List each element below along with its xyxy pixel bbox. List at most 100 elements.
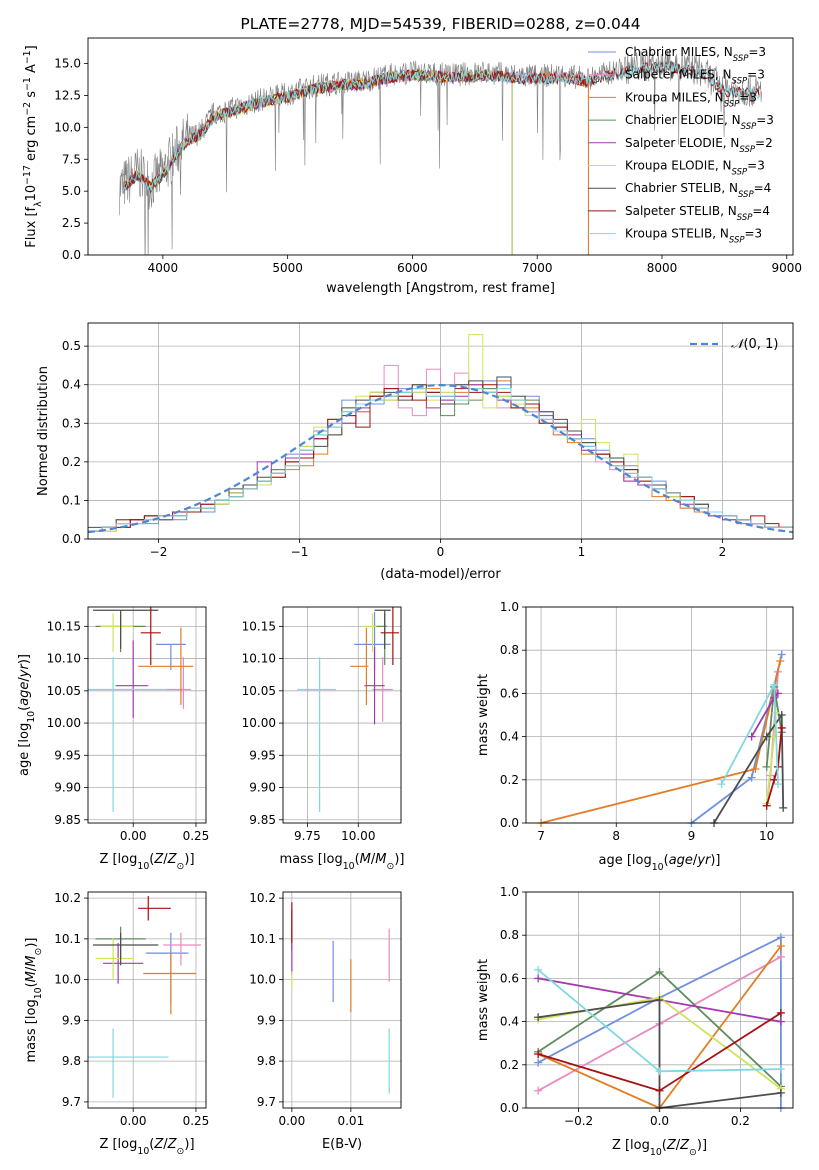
axes-frame [525, 891, 794, 1109]
x-axis-label: mass [log10(M/M⊙)] [280, 852, 405, 872]
weight-marker [655, 996, 664, 1004]
mass_vs_EBV-errorbars [291, 902, 390, 1094]
y-tick-label: 9.9 [62, 1013, 81, 1027]
legend-label: 𝒩(0, 1) [731, 337, 778, 352]
y-tick-label: 10.0 [249, 973, 276, 987]
y-tick-label: 10.10 [242, 652, 276, 666]
y-tick-label: 0.0 [62, 248, 81, 262]
y-tick-label: 10.15 [242, 619, 276, 633]
axes-frame [87, 606, 207, 824]
legend-label: Salpeter ELODIE, NSSP=2 [625, 136, 773, 155]
spectrum-plot [118, 48, 762, 255]
errorbar-kroupa-elodie [362, 613, 377, 653]
legend-label: Kroupa ELODIE, NSSP=3 [625, 159, 765, 178]
model-spectrum-salpeter-stelib [122, 61, 760, 194]
y-tick-label: 9.85 [54, 813, 81, 827]
weight_vs_Z-axes: −0.2 0.0 0.2 0.0 0.2 0.4 0.6 0.8 1.0 [500, 885, 793, 1128]
y-tick-label: 0.2 [500, 1058, 519, 1072]
y-tick-label: 0.3 [62, 416, 81, 430]
legend-label: Salpeter STELIB, NSSP=4 [625, 204, 770, 223]
x-tick-label: 8000 [647, 261, 678, 275]
weight-marker [779, 803, 788, 812]
weight-marker [776, 1008, 785, 1017]
x-tick-label: 5000 [272, 261, 303, 275]
errorbar-chabrier-miles [145, 932, 189, 1003]
legend-label: Chabrier MILES, NSSP=3 [625, 45, 766, 64]
model-spectrum-salpeter-elodie [122, 69, 513, 255]
mass_vs_Z-errorbars [88, 896, 201, 1098]
x-tick-label: 2 [719, 545, 727, 559]
x-tick-label: 0.0 [650, 1114, 669, 1128]
y-axis-label: mass weight [476, 674, 491, 756]
x-tick-label: 7000 [522, 261, 553, 275]
y-tick-label: 10.05 [242, 684, 276, 698]
legend-label: Chabrier ELODIE, NSSP=3 [625, 113, 774, 132]
age_vs_Z-axes: 0.00 0.25 9.85 9.90 9.95 10.00 10.05 10.10 10.15 [47, 607, 209, 843]
y-tick-label: 10.05 [47, 684, 81, 698]
errorbar-kroupa-stelib [297, 657, 336, 813]
y-axis-label: mass weight [476, 959, 491, 1041]
y-tick-label: 0.0 [62, 532, 81, 546]
x-tick-label: 0.00 [120, 829, 147, 843]
x-tick-label: 8 [612, 829, 620, 843]
mass_vs_EBV-axes: 0.00 0.01 9.7 9.8 9.9 10.0 10.1 10.2 [249, 891, 401, 1128]
x-tick-label: 0.01 [337, 1114, 364, 1128]
errorbar-salpeter-stelib [140, 607, 161, 666]
x-tick-label: 0 [437, 545, 445, 559]
errorbar-chabrier-stelib [93, 609, 159, 649]
weight-marker [776, 952, 785, 961]
y-tick-label: 7.5 [62, 152, 81, 166]
errorbar-salpeter-elodie [103, 942, 144, 984]
x-tick-label: 9 [688, 829, 696, 843]
weight-marker [655, 1067, 664, 1076]
x-tick-label: 6000 [397, 261, 428, 275]
y-tick-label: 9.85 [249, 813, 276, 827]
weight-marker [534, 1086, 543, 1095]
weight-marker [776, 657, 785, 665]
x-axis-label: Z [log10(Z/Z⊙)] [612, 1138, 707, 1158]
weight-marker [747, 732, 756, 741]
y-tick-label: 0.2 [62, 455, 81, 469]
weight_vs_age-lines [537, 650, 788, 827]
x-tick-label: 1 [578, 545, 586, 559]
y-tick-label: 0.0 [500, 816, 519, 830]
y-tick-label: 0.4 [62, 378, 81, 392]
x-axis-label: Z [log10(Z/Z⊙)] [99, 1137, 194, 1157]
x-tick-label: 7 [537, 829, 545, 843]
y-axis-label: mass [log10(M/M⊙)] [24, 938, 44, 1063]
weight-marker [751, 765, 760, 773]
y-tick-label: 9.8 [62, 1054, 81, 1068]
x-axis-label: wavelength [Angstrom, rest frame] [326, 281, 555, 296]
x-tick-label: −2 [150, 545, 168, 559]
y-tick-label: 1.0 [500, 600, 519, 614]
y-axis-label: age [log10(age/yr)] [17, 654, 37, 776]
histogram-kroupa-stelib [88, 384, 793, 539]
x-tick-label: 10 [759, 829, 774, 843]
y-tick-label: 9.90 [54, 781, 81, 795]
model-spectrum-kroupa-stelib [122, 60, 760, 194]
errorbar-chabrier-stelib [93, 932, 159, 966]
x-tick-label: 0.2 [731, 1114, 750, 1128]
legend-label: Salpeter MILES, NSSP=3 [625, 68, 765, 87]
axes-frame [87, 37, 794, 256]
y-axis-label: Normed distribution [36, 366, 51, 496]
y-tick-label: 0.6 [500, 971, 519, 985]
x-axis-label: Z [log10(Z/Z⊙)] [99, 852, 194, 872]
x-tick-label: 9.75 [294, 829, 321, 843]
y-tick-label: 0.8 [500, 643, 519, 657]
residuals-axes: −2 −1 0 1 2 0.0 0.1 0.2 0.3 0.4 0.5 [62, 323, 793, 559]
x-axis-label: (data-model)/error [380, 567, 501, 582]
weight-marker [655, 967, 664, 976]
y-tick-label: 10.2 [54, 891, 81, 905]
x-tick-label: −0.2 [564, 1114, 593, 1128]
weight-marker [776, 1088, 785, 1097]
weight-marker [776, 933, 785, 942]
errorbar-kroupa-stelib [88, 657, 169, 813]
y-tick-label: 9.9 [257, 1013, 276, 1027]
y-tick-label: 9.8 [257, 1054, 276, 1068]
legend-label: Kroupa STELIB, NSSP=3 [625, 227, 762, 246]
weight-marker [762, 801, 771, 810]
y-tick-label: 10.1 [54, 932, 81, 946]
weight-marker [717, 780, 726, 789]
weight-marker [777, 650, 786, 659]
